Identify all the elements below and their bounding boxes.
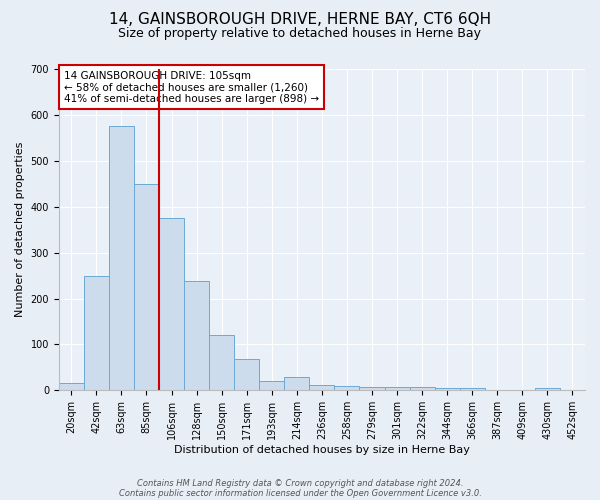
Bar	[259, 381, 284, 390]
Bar	[184, 281, 209, 390]
Bar	[134, 184, 159, 390]
Bar	[159, 218, 184, 390]
Bar	[310, 385, 334, 390]
Text: Contains public sector information licensed under the Open Government Licence v3: Contains public sector information licen…	[119, 488, 481, 498]
Bar	[460, 388, 485, 390]
Bar	[209, 336, 234, 390]
Bar	[284, 376, 310, 390]
Text: 14, GAINSBOROUGH DRIVE, HERNE BAY, CT6 6QH: 14, GAINSBOROUGH DRIVE, HERNE BAY, CT6 6…	[109, 12, 491, 28]
Text: Contains HM Land Registry data © Crown copyright and database right 2024.: Contains HM Land Registry data © Crown c…	[137, 478, 463, 488]
Text: Size of property relative to detached houses in Herne Bay: Size of property relative to detached ho…	[119, 28, 482, 40]
Bar	[385, 386, 410, 390]
Y-axis label: Number of detached properties: Number of detached properties	[15, 142, 25, 318]
Bar	[434, 388, 460, 390]
X-axis label: Distribution of detached houses by size in Herne Bay: Distribution of detached houses by size …	[174, 445, 470, 455]
Bar	[234, 359, 259, 390]
Bar	[410, 386, 434, 390]
Text: 14 GAINSBOROUGH DRIVE: 105sqm
← 58% of detached houses are smaller (1,260)
41% o: 14 GAINSBOROUGH DRIVE: 105sqm ← 58% of d…	[64, 70, 319, 104]
Bar	[334, 386, 359, 390]
Bar	[109, 126, 134, 390]
Bar	[535, 388, 560, 390]
Bar	[359, 386, 385, 390]
Bar	[59, 384, 84, 390]
Bar	[84, 276, 109, 390]
